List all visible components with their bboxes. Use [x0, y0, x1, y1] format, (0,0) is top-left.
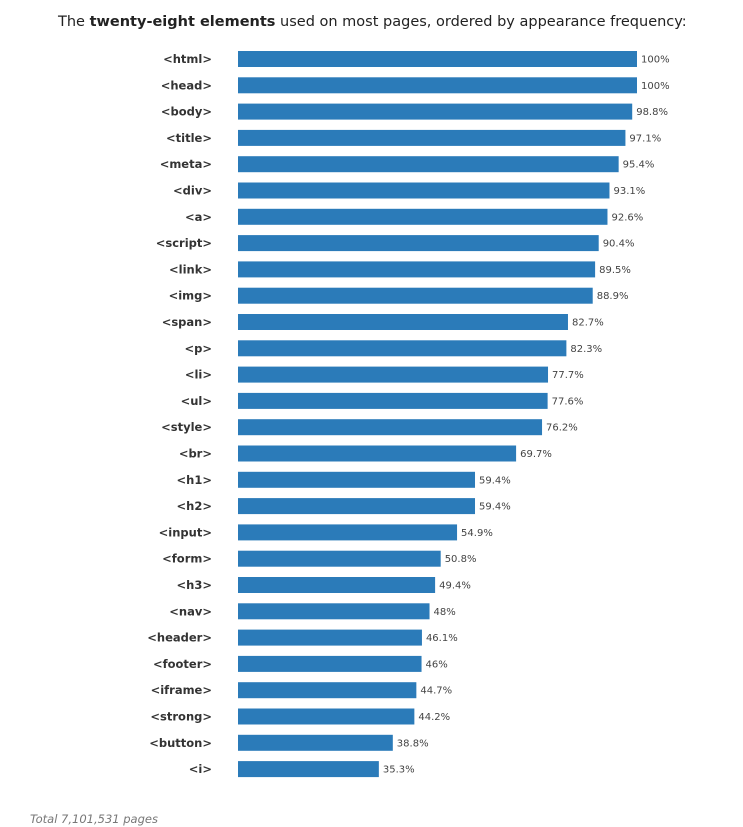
bar	[238, 235, 599, 252]
value-label: 35.3%	[383, 765, 415, 776]
bar	[238, 471, 476, 488]
bar	[238, 287, 593, 304]
value-label: 82.3%	[570, 344, 602, 355]
category-label: <link>	[169, 262, 212, 276]
category-label: <span>	[162, 315, 212, 329]
value-label: 38.8%	[397, 738, 429, 749]
category-label: <ul>	[181, 394, 212, 408]
title-suffix: used on most pages, ordered by appearanc…	[280, 14, 687, 30]
value-label: 50.8%	[445, 554, 477, 565]
value-label: 88.9%	[597, 291, 629, 302]
value-label: 59.4%	[479, 475, 511, 486]
bar	[238, 682, 417, 699]
category-label: <li>	[185, 368, 212, 382]
bar	[238, 761, 379, 778]
bar	[238, 498, 476, 515]
category-labels: <html> <head> <body> <title> <meta> <div> <a> <…	[147, 52, 212, 776]
bar-chart: <html> <head> <body> <title> <meta> <div> <a> <…	[147, 51, 670, 778]
value-label: 44.2%	[418, 712, 450, 723]
value-label: 93.1%	[613, 186, 645, 197]
value-label: 89.5%	[599, 265, 631, 276]
value-labels: 100% 100% 98.8% 97.1% 95.4% 93.1% 92.6% 90.4% 89…	[383, 55, 670, 776]
category-label: <br>	[179, 447, 212, 461]
bar	[238, 445, 517, 462]
chart-title: The twenty-eight elements used on most p…	[58, 14, 687, 30]
category-label: <title>	[166, 131, 212, 145]
bar	[238, 629, 422, 646]
bar	[238, 577, 436, 593]
bar	[238, 524, 458, 541]
category-label: <nav>	[169, 604, 212, 618]
category-label: <input>	[159, 525, 212, 539]
category-label: <meta>	[160, 157, 212, 171]
bar	[238, 208, 608, 225]
bar	[238, 340, 567, 357]
bar	[238, 366, 549, 383]
category-label: <h1>	[177, 473, 212, 487]
value-label: 44.7%	[420, 686, 452, 697]
category-label: <button>	[149, 736, 212, 750]
bar	[238, 156, 619, 173]
value-label: 46%	[426, 659, 448, 670]
title-prefix: The	[58, 14, 85, 30]
value-label: 97.1%	[629, 133, 661, 144]
value-label: 76.2%	[546, 423, 578, 434]
bar	[238, 550, 441, 567]
bar	[238, 314, 568, 330]
value-label: 54.9%	[461, 528, 493, 539]
value-label: 82.7%	[572, 318, 604, 329]
category-label: <iframe>	[151, 683, 212, 697]
value-label: 46.1%	[426, 633, 458, 644]
value-label: 69.7%	[520, 449, 552, 460]
category-label: <script>	[156, 236, 212, 250]
value-label: 100%	[641, 55, 670, 66]
bar	[238, 77, 637, 94]
bar	[238, 734, 393, 751]
total-pages-note: Total 7,101,531 pages	[30, 812, 158, 826]
category-label: <style>	[161, 420, 212, 434]
value-label: 77.6%	[552, 396, 584, 407]
category-label: <body>	[161, 105, 212, 119]
category-label: <img>	[169, 289, 212, 303]
value-label: 59.4%	[479, 502, 511, 513]
bar	[238, 655, 422, 672]
value-label: 92.6%	[611, 212, 643, 223]
value-label: 100%	[641, 81, 670, 92]
category-label: <html>	[163, 52, 212, 66]
bar	[238, 51, 637, 67]
value-label: 49.4%	[439, 581, 471, 592]
title-emphasis: twenty-eight elements	[89, 14, 276, 30]
value-label: 90.4%	[603, 239, 635, 250]
bar	[238, 708, 415, 725]
value-label: 48%	[434, 607, 456, 618]
category-label: <footer>	[153, 657, 212, 671]
category-label: <form>	[162, 552, 212, 566]
category-label: <h2>	[177, 499, 212, 513]
category-label: <head>	[161, 78, 212, 92]
bar	[238, 603, 430, 620]
value-label: 95.4%	[623, 160, 655, 171]
bar	[238, 392, 548, 409]
value-label: 98.8%	[636, 107, 668, 118]
bar	[238, 103, 633, 120]
bars	[238, 51, 637, 778]
category-label: <div>	[173, 184, 212, 198]
category-label: <i>	[189, 762, 212, 776]
value-label: 77.7%	[552, 370, 584, 381]
category-label: <p>	[184, 341, 212, 355]
bar	[238, 419, 543, 436]
bar	[238, 182, 610, 199]
bar	[238, 261, 596, 278]
bar	[238, 129, 626, 146]
category-label: <h3>	[177, 578, 212, 592]
category-label: <a>	[185, 210, 212, 224]
category-label: <strong>	[150, 710, 212, 724]
category-label: <header>	[147, 631, 212, 645]
